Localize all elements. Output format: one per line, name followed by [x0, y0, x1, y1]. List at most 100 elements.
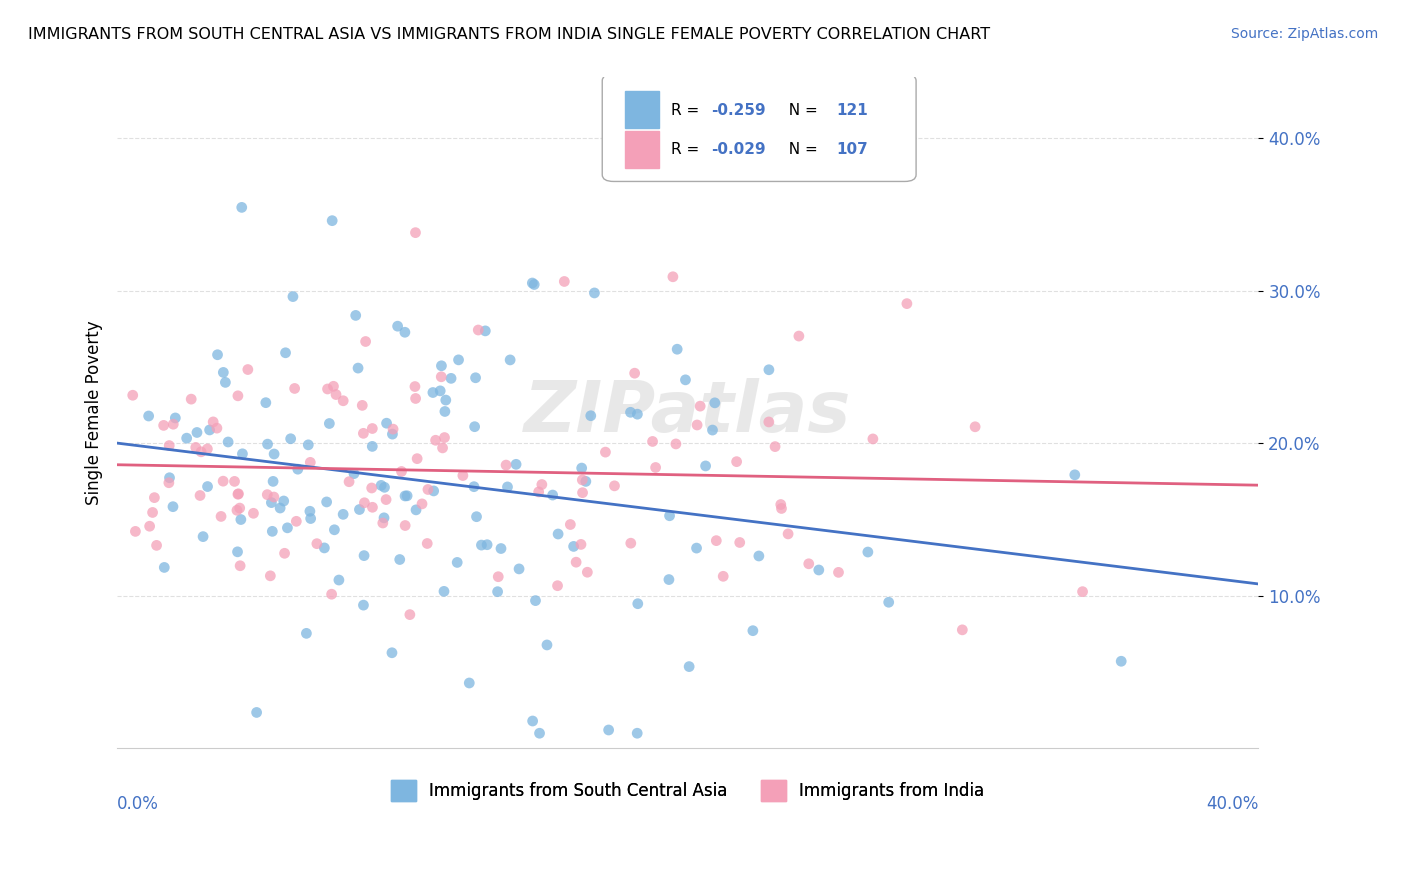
- Point: [553, 275, 575, 289]
- Point: [877, 595, 900, 609]
- Point: [411, 497, 433, 511]
- Point: [474, 324, 496, 338]
- Point: [212, 366, 235, 380]
- Point: [862, 432, 884, 446]
- Text: R =: R =: [671, 142, 704, 157]
- Point: [344, 309, 367, 323]
- Point: [425, 434, 447, 448]
- Point: [263, 490, 285, 504]
- Point: [197, 479, 219, 493]
- Point: [748, 549, 770, 563]
- Point: [641, 434, 664, 449]
- Point: [190, 445, 212, 459]
- Text: Source: ZipAtlas.com: Source: ZipAtlas.com: [1230, 27, 1378, 41]
- Point: [353, 549, 375, 563]
- Point: [231, 447, 253, 461]
- Point: [382, 422, 405, 436]
- Point: [373, 511, 395, 525]
- Point: [658, 508, 681, 523]
- Point: [229, 512, 252, 526]
- Point: [209, 509, 232, 524]
- Point: [827, 566, 849, 580]
- Point: [489, 541, 512, 556]
- Point: [394, 518, 416, 533]
- Point: [464, 419, 486, 434]
- Point: [274, 345, 297, 359]
- Point: [575, 475, 598, 489]
- Point: [430, 359, 453, 373]
- Point: [770, 501, 793, 516]
- Point: [728, 535, 751, 549]
- Text: 0.0%: 0.0%: [117, 796, 159, 814]
- Point: [432, 441, 454, 455]
- Point: [458, 676, 481, 690]
- Point: [269, 501, 291, 516]
- Legend: Immigrants from South Central Asia, Immigrants from India: Immigrants from South Central Asia, Immi…: [384, 773, 991, 807]
- Point: [188, 488, 211, 502]
- Point: [287, 462, 309, 476]
- Point: [416, 536, 439, 550]
- Point: [405, 392, 427, 406]
- Text: R =: R =: [671, 103, 704, 118]
- Point: [263, 447, 285, 461]
- Point: [405, 226, 427, 240]
- Point: [620, 536, 643, 550]
- Text: IMMIGRANTS FROM SOUTH CENTRAL ASIA VS IMMIGRANTS FROM INDIA SINGLE FEMALE POVERT: IMMIGRANTS FROM SOUTH CENTRAL ASIA VS IM…: [28, 27, 990, 42]
- Point: [530, 477, 553, 491]
- Point: [430, 369, 453, 384]
- Point: [422, 385, 444, 400]
- Point: [470, 538, 492, 552]
- Point: [121, 388, 143, 402]
- Point: [447, 352, 470, 367]
- Point: [353, 496, 375, 510]
- Point: [433, 404, 456, 418]
- Point: [675, 373, 697, 387]
- Point: [644, 460, 666, 475]
- Point: [285, 514, 308, 528]
- Point: [214, 376, 236, 390]
- FancyBboxPatch shape: [626, 91, 659, 128]
- Point: [360, 481, 382, 495]
- Point: [152, 418, 174, 433]
- Point: [522, 276, 544, 290]
- Point: [686, 417, 709, 432]
- Text: 121: 121: [837, 103, 868, 118]
- Point: [702, 423, 724, 437]
- Point: [352, 426, 374, 441]
- Point: [381, 646, 404, 660]
- Point: [465, 509, 488, 524]
- Point: [162, 500, 184, 514]
- Point: [685, 541, 707, 555]
- Point: [598, 723, 620, 737]
- Point: [162, 417, 184, 432]
- Point: [626, 726, 648, 740]
- Point: [246, 706, 269, 720]
- Text: 107: 107: [837, 142, 868, 157]
- Point: [159, 471, 181, 485]
- Point: [547, 527, 569, 541]
- Point: [763, 440, 786, 454]
- Point: [373, 480, 395, 494]
- Point: [626, 407, 648, 421]
- Point: [343, 467, 366, 481]
- Point: [741, 624, 763, 638]
- Point: [153, 560, 176, 574]
- Point: [157, 439, 180, 453]
- Point: [226, 487, 249, 501]
- Point: [541, 488, 564, 502]
- Point: [315, 495, 337, 509]
- Point: [536, 638, 558, 652]
- Point: [1109, 654, 1132, 668]
- Point: [262, 475, 284, 489]
- Point: [505, 458, 527, 472]
- Point: [212, 474, 235, 488]
- Point: [463, 480, 485, 494]
- Point: [354, 334, 377, 349]
- Point: [433, 584, 456, 599]
- Point: [569, 537, 592, 551]
- Point: [231, 200, 253, 214]
- Point: [322, 379, 344, 393]
- Point: [658, 573, 681, 587]
- Point: [375, 492, 398, 507]
- Point: [486, 570, 509, 584]
